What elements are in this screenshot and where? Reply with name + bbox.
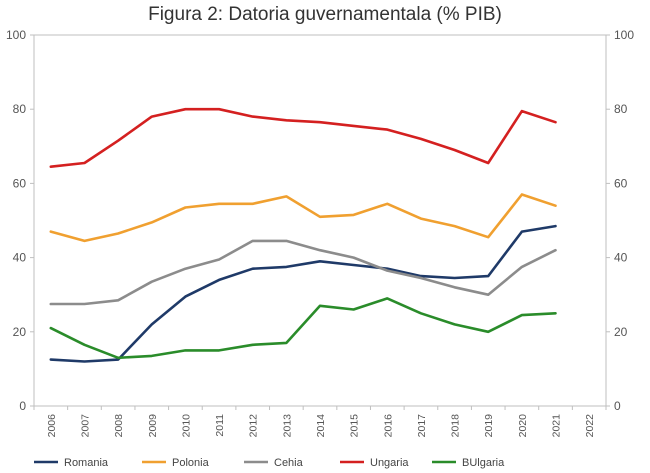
x-tick-label: 2019 — [483, 414, 495, 438]
legend-label-bulgaria: BUlgaria — [462, 457, 505, 469]
y-tick-label-left: 100 — [6, 28, 26, 42]
x-tick-label: 2008 — [113, 414, 125, 438]
x-tick-label: 2015 — [349, 414, 361, 438]
y-tick-label-right: 60 — [614, 176, 628, 190]
x-tick-label: 2016 — [382, 414, 394, 438]
y-tick-label-left: 60 — [13, 176, 27, 190]
series-lines — [49, 107, 557, 363]
y-tick-label-right: 20 — [614, 325, 628, 339]
x-tick-label: 2021 — [551, 414, 563, 438]
legend: Romania Polonia Cehia Ungaria BUlgaria — [34, 457, 505, 469]
x-tick-label: 2010 — [180, 414, 192, 438]
plot-frame — [33, 34, 607, 407]
y-tick-label-right: 80 — [614, 102, 628, 116]
legend-label-ungaria: Ungaria — [370, 457, 409, 469]
x-tick-label: 2020 — [517, 414, 529, 438]
x-tick-label: 2009 — [147, 414, 159, 438]
series-line-ungaria — [49, 107, 557, 168]
series-line-romania — [49, 224, 557, 363]
y-tick-label-left: 40 — [13, 251, 27, 265]
legend-label-romania: Romania — [64, 457, 109, 469]
x-tick-label: 2017 — [416, 414, 428, 438]
x-tick-label: 2014 — [315, 414, 327, 438]
series-line-polonia — [49, 193, 557, 243]
chart-title: Figura 2: Datoria guvernamentala (% PIB) — [148, 4, 502, 25]
y-tick-label-right: 0 — [614, 399, 621, 413]
legend-label-polonia: Polonia — [172, 457, 210, 469]
y-tick-label-left: 80 — [13, 102, 27, 116]
x-tick-label: 2018 — [450, 414, 462, 438]
x-tick-label: 2007 — [79, 414, 91, 438]
series-line-bulgaria — [49, 297, 557, 360]
x-tick-label: 2013 — [281, 414, 293, 438]
series-line-cehia — [49, 239, 557, 306]
y-tick-label-right: 100 — [614, 28, 634, 42]
x-tick-label: 2006 — [46, 414, 58, 438]
y-tick-label-left: 20 — [13, 325, 27, 339]
x-tick-label: 2012 — [248, 414, 260, 438]
x-tick-label: 2011 — [214, 414, 226, 437]
legend-label-cehia: Cehia — [274, 457, 304, 469]
x-tick-label: 2022 — [584, 414, 596, 438]
y-tick-label-left: 0 — [19, 399, 26, 413]
y-tick-label-right: 40 — [614, 251, 628, 265]
